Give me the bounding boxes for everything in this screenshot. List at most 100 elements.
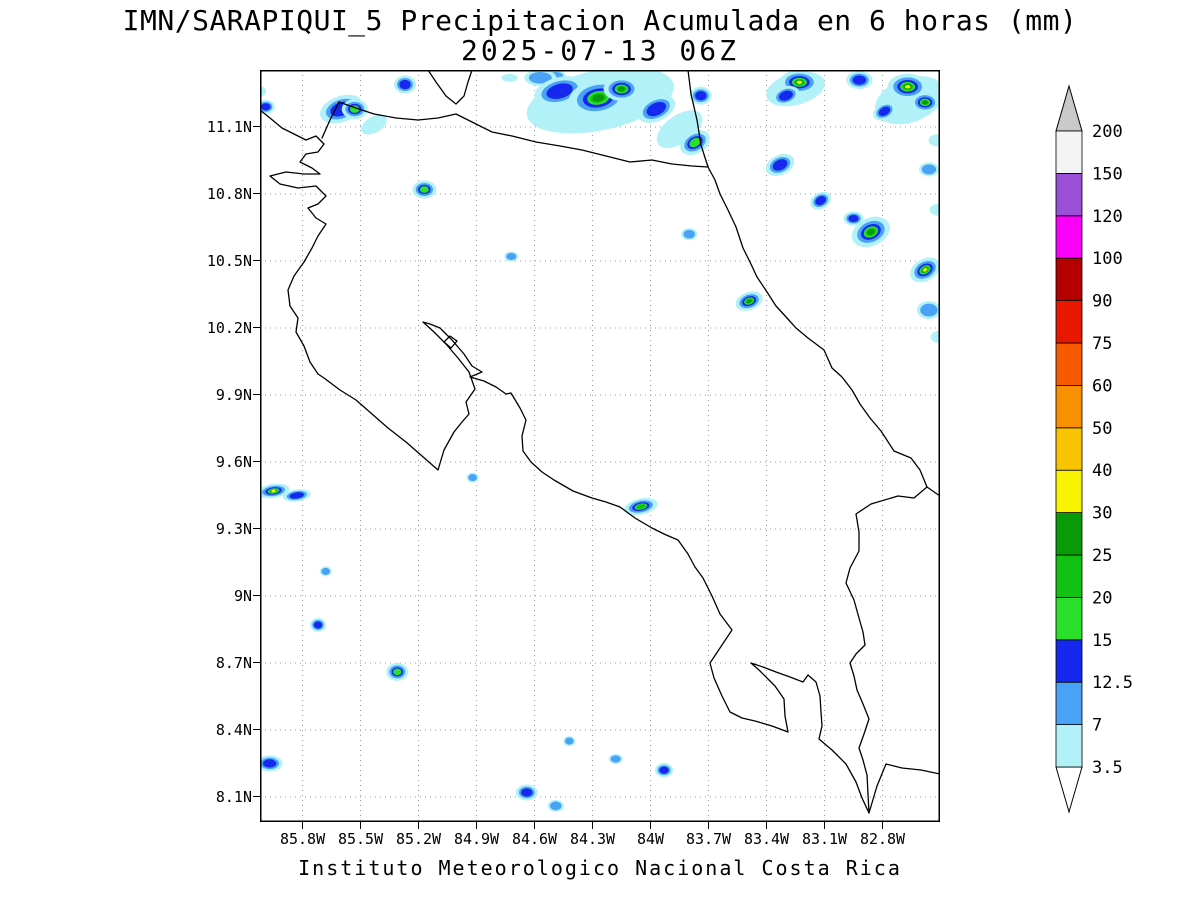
precip-cell xyxy=(546,83,573,100)
precip-cell xyxy=(689,137,701,148)
colorbar-label: 40 xyxy=(1092,461,1112,481)
grid-lines xyxy=(260,70,940,822)
y-tick-label: 9.6N xyxy=(215,452,252,471)
x-tick-label: 84W xyxy=(636,830,665,848)
colorbar-segment xyxy=(1055,173,1083,217)
map-subtitle-datetime: 2025-07-13 06Z xyxy=(460,34,739,67)
y-tick-label: 10.2N xyxy=(206,318,252,337)
precip-cell xyxy=(592,94,605,102)
y-tick-mark xyxy=(253,461,260,463)
coastline-path xyxy=(443,335,458,349)
coastline-borders xyxy=(259,69,941,822)
x-tick-label: 82.8W xyxy=(859,830,906,848)
precip-cell xyxy=(521,788,533,797)
x-tick-mark xyxy=(650,822,652,829)
x-tick-mark xyxy=(418,822,420,829)
x-tick-label: 85.8W xyxy=(279,830,326,848)
y-tick-mark xyxy=(253,528,260,530)
y-tick-mark xyxy=(253,126,260,128)
precip-cell xyxy=(313,621,323,629)
y-tick-label: 8.4N xyxy=(215,720,252,739)
colorbar-segment xyxy=(1055,554,1083,598)
colorbar-segment xyxy=(1055,215,1083,259)
colorbar-segment xyxy=(1055,597,1083,641)
precip-cell xyxy=(399,79,411,90)
plot-border xyxy=(260,70,940,822)
precip-cell xyxy=(361,114,387,135)
precip-cell xyxy=(683,229,695,239)
precip-cell xyxy=(289,492,304,499)
precip-cell xyxy=(848,214,859,223)
precip-cell xyxy=(878,106,891,117)
precip-cell xyxy=(321,567,331,575)
coastline-path xyxy=(687,69,941,497)
x-tick-mark xyxy=(534,822,536,829)
precip-cell xyxy=(922,100,928,105)
y-tick-label: 10.5N xyxy=(206,251,252,270)
colorbar-segment xyxy=(1055,300,1083,344)
y-tick-mark xyxy=(253,595,260,597)
y-tick-mark xyxy=(253,193,260,195)
precip-cell xyxy=(656,110,703,148)
y-tick-mark xyxy=(253,394,260,396)
x-tick-label: 83.1W xyxy=(801,830,848,848)
x-tick-label: 84.9W xyxy=(453,830,500,848)
precip-cell xyxy=(921,164,937,175)
colorbar-segment xyxy=(1055,257,1083,301)
y-tick-label: 10.8N xyxy=(206,184,252,203)
colorbar-segment xyxy=(1055,469,1083,514)
colorbar-segment xyxy=(1055,342,1083,386)
colorbar-label: 75 xyxy=(1092,334,1112,354)
precip-cell xyxy=(928,134,945,147)
y-tick-mark xyxy=(253,729,260,731)
precip-cell xyxy=(922,268,928,272)
colorbar-label: 30 xyxy=(1092,504,1112,524)
colorbar-top-cap xyxy=(1055,84,1083,132)
colorbar-label: 60 xyxy=(1092,376,1112,396)
precip-cell xyxy=(815,196,827,206)
colorbar-label: 12.5 xyxy=(1092,673,1133,693)
colorbar-bottom-cap xyxy=(1055,766,1083,814)
coastline-path xyxy=(845,486,928,814)
footer-credit: Instituto Meteorologico Nacional Costa R… xyxy=(298,856,902,880)
y-tick-mark xyxy=(253,327,260,329)
precip-cell xyxy=(778,90,793,101)
precip-cell xyxy=(636,504,646,509)
x-tick-label: 83.7W xyxy=(685,830,732,848)
colorbar-label: 100 xyxy=(1092,249,1123,269)
map-canvas xyxy=(254,66,948,822)
colorbar-label: 15 xyxy=(1092,631,1112,651)
precip-cell xyxy=(419,186,429,193)
colorbar-segment xyxy=(1055,512,1083,556)
y-tick-mark xyxy=(253,796,260,798)
colorbar-segment xyxy=(1055,384,1083,429)
colorbar-label: 7 xyxy=(1092,716,1102,736)
precip-cell xyxy=(506,252,517,261)
map-plot-area xyxy=(254,66,948,822)
coastline-path xyxy=(321,101,709,168)
x-tick-label: 85.5W xyxy=(337,830,384,848)
colorbar-label: 20 xyxy=(1092,588,1112,608)
precip-cell xyxy=(796,80,803,84)
precip-cell xyxy=(695,91,707,101)
x-tick-label: 83.4W xyxy=(743,830,790,848)
precip-cell xyxy=(929,203,948,216)
y-tick-label: 11.1N xyxy=(206,117,252,136)
x-tick-label: 85.2W xyxy=(395,830,442,848)
colorbar-label: 90 xyxy=(1092,292,1112,312)
precip-cell xyxy=(867,228,875,235)
x-tick-mark xyxy=(882,822,884,829)
precip-cell xyxy=(772,159,788,171)
precip-cell xyxy=(528,72,552,84)
precip-cell xyxy=(550,801,562,811)
colorbar-label: 120 xyxy=(1092,207,1123,227)
x-tick-mark xyxy=(766,822,768,829)
precip-cell xyxy=(610,755,621,763)
precip-cell xyxy=(501,73,518,82)
x-tick-mark xyxy=(360,822,362,829)
y-tick-label: 9N xyxy=(233,586,252,605)
colorbar-segment xyxy=(1055,130,1083,174)
precip-cell xyxy=(393,668,402,676)
map-title: IMN/SARAPIQUI_5 Precipitacion Acumulada … xyxy=(122,4,1078,37)
precip-cell xyxy=(659,766,669,774)
